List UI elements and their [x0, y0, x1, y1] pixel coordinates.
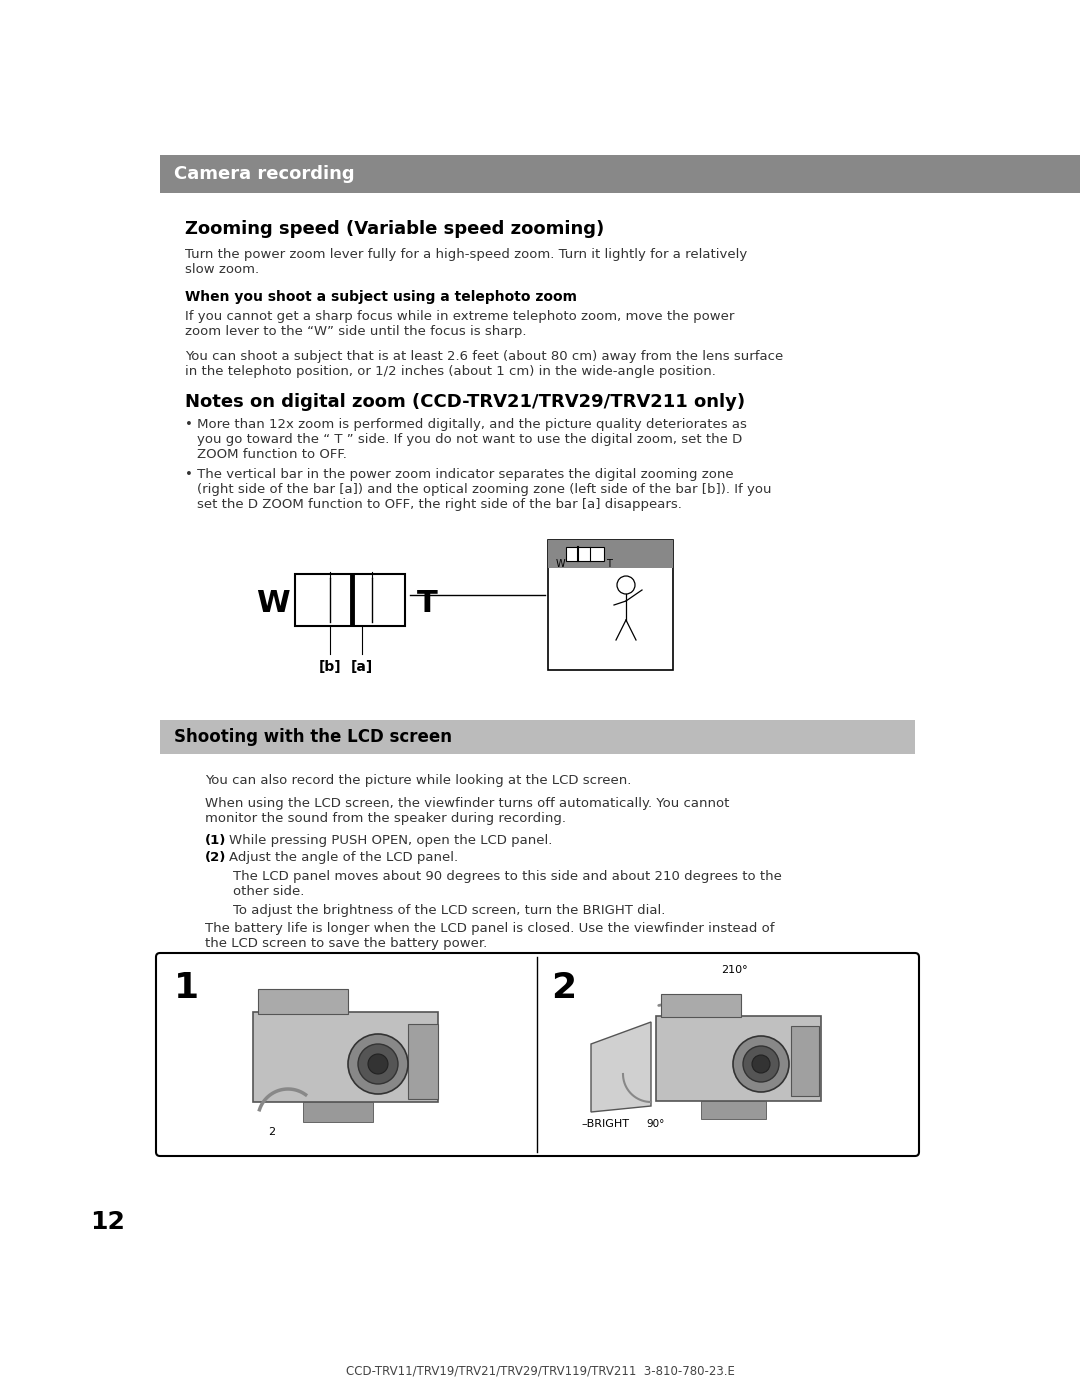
Text: in the telephoto position, or 1/2 inches (about 1 cm) in the wide-angle position: in the telephoto position, or 1/2 inches…	[185, 365, 716, 379]
Text: 2: 2	[551, 971, 576, 1004]
Bar	[258, 989, 348, 1014]
Bar	[160, 155, 1080, 193]
Bar	[656, 1016, 821, 1101]
Text: zoom lever to the “W” side until the focus is sharp.: zoom lever to the “W” side until the foc…	[185, 326, 527, 338]
Text: slow zoom.: slow zoom.	[185, 263, 259, 277]
Text: Turn the power zoom lever fully for a high-speed zoom. Turn it lightly for a rel: Turn the power zoom lever fully for a hi…	[185, 249, 747, 261]
Text: The battery life is longer when the LCD panel is closed. Use the viewfinder inst: The battery life is longer when the LCD …	[205, 922, 774, 935]
Circle shape	[752, 1055, 770, 1073]
Text: The LCD panel moves about 90 degrees to this side and about 210 degrees to the: The LCD panel moves about 90 degrees to …	[233, 870, 782, 883]
Text: 210°: 210°	[721, 965, 747, 975]
Text: Adjust the angle of the LCD panel.: Adjust the angle of the LCD panel.	[229, 851, 458, 863]
Bar	[661, 995, 741, 1017]
Text: (right side of the bar [a]) and the optical zooming zone (left side of the bar [: (right side of the bar [a]) and the opti…	[197, 483, 771, 496]
Text: You can shoot a subject that is at least 2.6 feet (about 80 cm) away from the le: You can shoot a subject that is at least…	[185, 351, 783, 363]
Text: 1: 1	[174, 971, 199, 1004]
Text: To adjust the brightness of the LCD screen, turn the BRIGHT dial.: To adjust the brightness of the LCD scre…	[233, 904, 665, 916]
Text: [a]: [a]	[351, 659, 373, 673]
Text: W: W	[556, 559, 566, 569]
Text: Shooting with the LCD screen: Shooting with the LCD screen	[174, 728, 453, 746]
Bar	[791, 1025, 819, 1097]
Text: –BRIGHT: –BRIGHT	[581, 1119, 629, 1129]
Text: When using the LCD screen, the viewfinder turns off automatically. You cannot: When using the LCD screen, the viewfinde…	[205, 798, 729, 810]
Text: If you cannot get a sharp focus while in extreme telephoto zoom, move the power: If you cannot get a sharp focus while in…	[185, 310, 734, 323]
Text: When you shoot a subject using a telephoto zoom: When you shoot a subject using a telepho…	[185, 291, 577, 305]
Text: other side.: other side.	[233, 886, 305, 898]
Text: Zooming speed (Variable speed zooming): Zooming speed (Variable speed zooming)	[185, 219, 604, 237]
Text: set the D ZOOM function to OFF, the right side of the bar [a] disappears.: set the D ZOOM function to OFF, the righ…	[197, 497, 681, 511]
Bar	[701, 1101, 766, 1119]
Text: Notes on digital zoom (CCD-TRV21/TRV29/TRV211 only): Notes on digital zoom (CCD-TRV21/TRV29/T…	[185, 393, 745, 411]
Circle shape	[733, 1037, 789, 1092]
Text: T: T	[417, 588, 437, 617]
Text: W: W	[256, 588, 289, 617]
Text: • The vertical bar in the power zoom indicator separates the digital zooming zon: • The vertical bar in the power zoom ind…	[185, 468, 733, 481]
FancyBboxPatch shape	[156, 953, 919, 1155]
Bar	[295, 574, 405, 626]
Text: (2): (2)	[205, 851, 227, 863]
Text: monitor the sound from the speaker during recording.: monitor the sound from the speaker durin…	[205, 812, 566, 826]
Text: Camera recording: Camera recording	[174, 165, 354, 183]
Bar	[253, 1011, 438, 1102]
Text: • More than 12x zoom is performed digitally, and the picture quality deteriorate: • More than 12x zoom is performed digita…	[185, 418, 747, 432]
Bar	[548, 541, 673, 671]
Bar	[566, 548, 604, 562]
Bar	[408, 1024, 438, 1099]
Text: You can also record the picture while looking at the LCD screen.: You can also record the picture while lo…	[205, 774, 632, 787]
Text: (1): (1)	[205, 834, 227, 847]
Circle shape	[348, 1034, 408, 1094]
Text: you go toward the “ T ” side. If you do not want to use the digital zoom, set th: you go toward the “ T ” side. If you do …	[197, 433, 742, 446]
Text: 12: 12	[90, 1210, 125, 1234]
Bar	[548, 541, 673, 569]
Text: While pressing PUSH OPEN, open the LCD panel.: While pressing PUSH OPEN, open the LCD p…	[229, 834, 552, 847]
Text: 90°: 90°	[646, 1119, 664, 1129]
Polygon shape	[591, 1023, 651, 1112]
Circle shape	[743, 1046, 779, 1083]
Text: 2: 2	[268, 1127, 275, 1137]
Bar	[160, 719, 915, 754]
Circle shape	[357, 1044, 399, 1084]
Text: CCD-TRV11/TRV19/TRV21/TRV29/TRV119/TRV211  3-810-780-23.E: CCD-TRV11/TRV19/TRV21/TRV29/TRV119/TRV21…	[346, 1365, 734, 1377]
Text: the LCD screen to save the battery power.: the LCD screen to save the battery power…	[205, 937, 487, 950]
Text: ZOOM function to OFF.: ZOOM function to OFF.	[197, 448, 347, 461]
Circle shape	[368, 1053, 388, 1074]
Text: 90°: 90°	[621, 1049, 639, 1059]
Text: T: T	[606, 559, 612, 569]
Text: [b]: [b]	[319, 659, 341, 673]
Bar	[303, 1102, 373, 1122]
